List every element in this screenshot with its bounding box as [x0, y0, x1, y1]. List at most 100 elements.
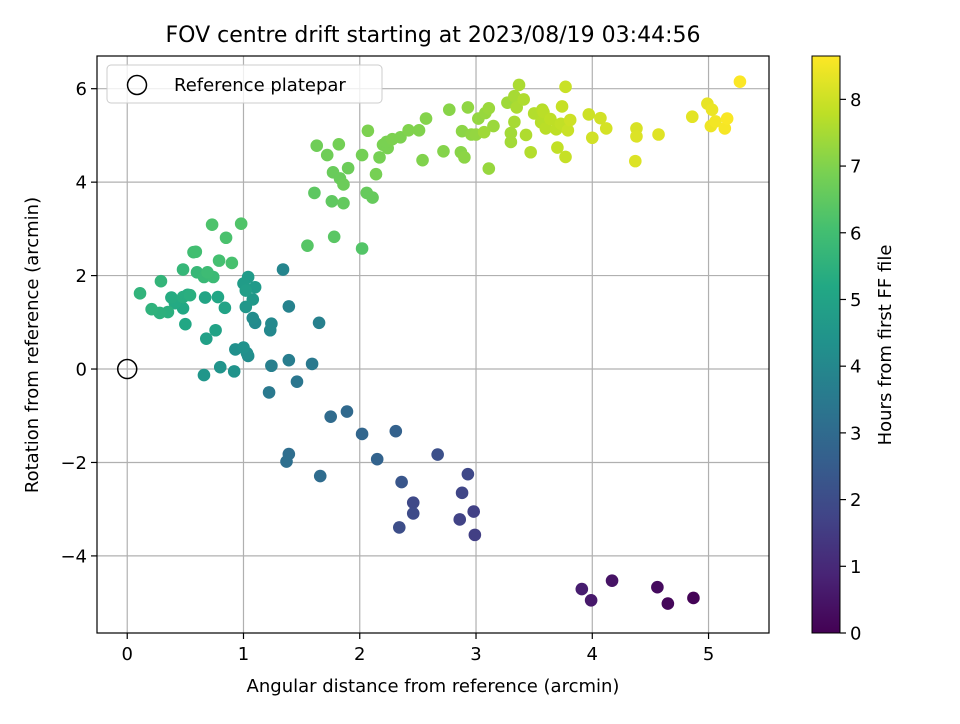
data-point — [227, 365, 241, 378]
colorbar-ticks: 0 1 2 3 4 5 6 7 8 — [840, 90, 861, 645]
data-point — [176, 263, 190, 276]
data-point — [213, 360, 227, 374]
data-point — [145, 302, 158, 316]
data-point — [282, 353, 296, 367]
data-point — [198, 291, 212, 304]
data-point — [599, 122, 613, 135]
data-point — [461, 101, 475, 114]
data-point — [651, 580, 664, 594]
data-point — [189, 245, 203, 259]
data-point — [461, 467, 475, 481]
data-point — [308, 186, 321, 200]
data-point — [477, 125, 491, 139]
data-point — [355, 242, 369, 255]
data-point — [519, 128, 533, 142]
data-point — [276, 263, 290, 276]
data-point — [453, 513, 467, 526]
data-point — [551, 141, 564, 154]
data-point — [539, 122, 553, 135]
data-point — [468, 528, 482, 542]
data-point — [211, 290, 225, 304]
colorbar: 0 1 2 3 4 5 6 7 8 Hours from first FF file — [811, 55, 896, 645]
y-tick-label: 6 — [76, 79, 87, 100]
data-point — [327, 230, 341, 244]
data-point — [584, 593, 598, 607]
y-tick-label: −4 — [60, 546, 87, 567]
colorbar-tick-label: 3 — [850, 423, 861, 444]
data-point — [320, 148, 334, 162]
data-point — [392, 521, 406, 534]
x-tick-label: 3 — [470, 644, 481, 665]
data-point — [559, 80, 572, 94]
data-point — [705, 103, 719, 117]
data-point — [301, 239, 314, 252]
data-point — [218, 301, 232, 315]
data-point — [373, 151, 386, 164]
data-point — [406, 496, 420, 509]
data-point — [361, 124, 375, 138]
data-points — [133, 75, 747, 610]
data-point — [212, 254, 226, 267]
data-point — [652, 128, 665, 141]
data-point — [487, 119, 500, 133]
data-point — [395, 475, 408, 489]
chart-title: FOV centre drift starting at 2023/08/19 … — [166, 23, 701, 48]
data-point — [517, 93, 530, 106]
data-point — [337, 196, 350, 210]
data-point — [455, 486, 469, 500]
data-point — [482, 102, 496, 115]
data-point — [340, 405, 354, 418]
legend: Reference platepar — [106, 64, 383, 104]
x-tick-label: 1 — [238, 644, 249, 665]
legend-marker-icon — [126, 74, 148, 96]
data-point — [262, 386, 276, 399]
colorbar-tick-label: 4 — [850, 357, 861, 378]
data-point — [282, 300, 296, 313]
y-tick-label: 0 — [76, 360, 87, 381]
data-point — [197, 368, 211, 382]
x-tick-label: 4 — [587, 644, 598, 665]
data-point — [246, 311, 260, 325]
data-point — [709, 115, 722, 128]
x-axis-ticks: 0 1 2 3 4 5 — [122, 633, 714, 665]
data-point — [431, 448, 444, 461]
data-point — [290, 375, 304, 388]
data-point — [219, 231, 233, 245]
data-point — [442, 103, 456, 117]
colorbar-gradient — [811, 55, 841, 634]
data-point — [337, 178, 350, 191]
y-tick-label: 4 — [76, 173, 87, 194]
colorbar-tick-label: 1 — [850, 557, 861, 578]
data-point — [561, 123, 575, 137]
grid-lines — [97, 56, 769, 633]
data-point — [512, 78, 526, 92]
data-point — [209, 323, 222, 337]
data-point — [265, 359, 278, 373]
colorbar-tick-label: 2 — [850, 490, 861, 511]
y-tick-label: −2 — [60, 453, 87, 474]
data-point — [394, 130, 407, 144]
data-point — [437, 145, 450, 158]
x-tick-label: 0 — [122, 644, 133, 665]
data-point — [234, 217, 248, 231]
data-point — [582, 108, 596, 121]
data-point — [544, 112, 557, 126]
data-point — [280, 455, 293, 468]
data-point — [508, 115, 521, 129]
data-point — [687, 591, 700, 605]
data-point — [179, 317, 192, 331]
data-point — [325, 195, 339, 208]
x-tick-label: 5 — [703, 644, 714, 665]
data-point — [225, 256, 239, 270]
data-point — [482, 162, 496, 175]
y-tick-label: 2 — [76, 266, 87, 287]
data-point — [718, 122, 732, 135]
data-point — [389, 424, 403, 438]
colorbar-tick-label: 8 — [850, 90, 861, 111]
colorbar-tick-label: 6 — [850, 223, 861, 244]
data-point — [370, 452, 384, 466]
data-point — [733, 75, 747, 88]
x-tick-label: 2 — [354, 644, 365, 665]
data-point — [585, 131, 599, 145]
